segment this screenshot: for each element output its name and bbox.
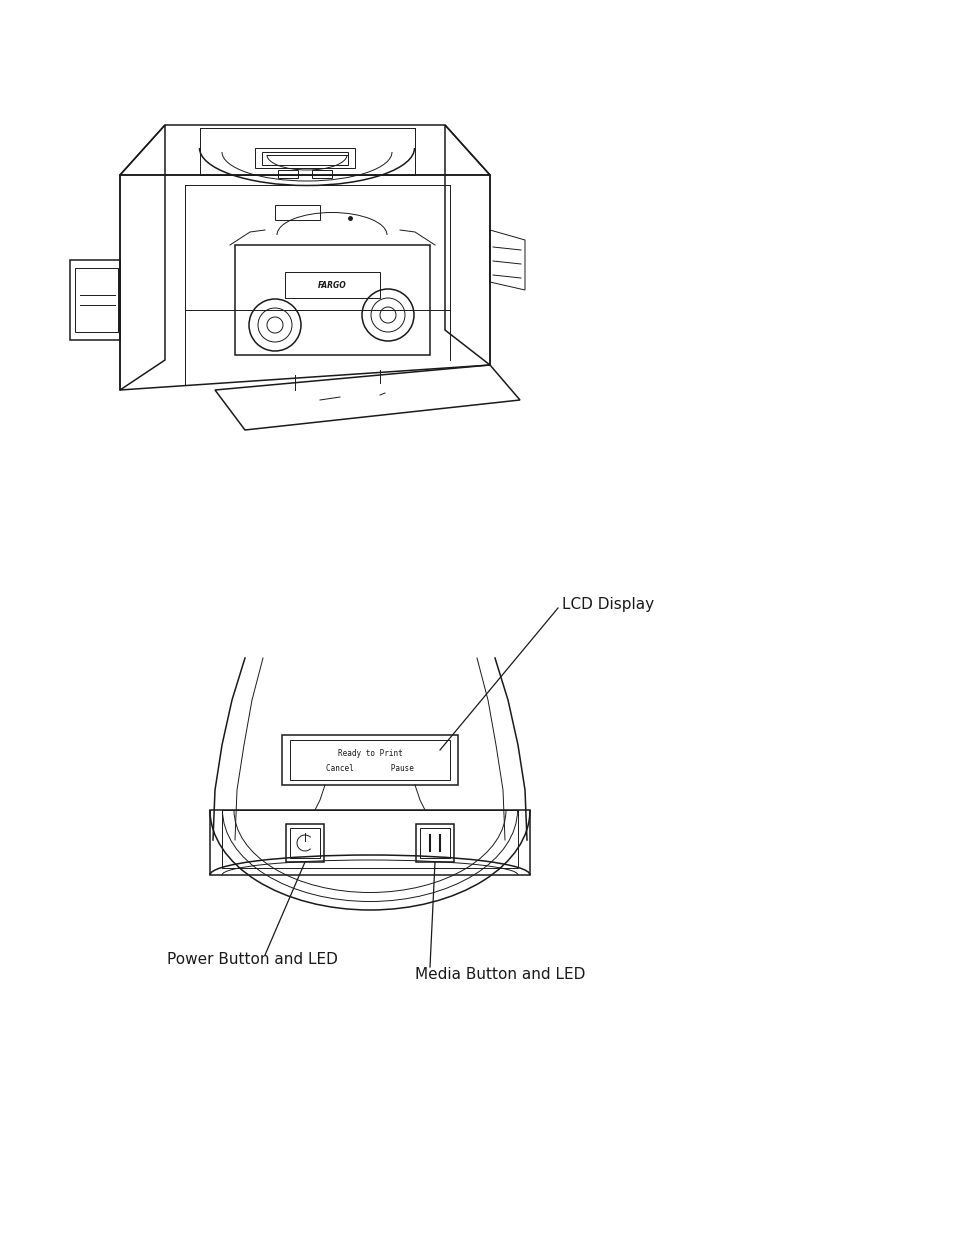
Text: LCD Display: LCD Display — [561, 598, 654, 613]
Text: Ready to Print: Ready to Print — [337, 750, 402, 758]
Text: FARGO: FARGO — [317, 280, 346, 289]
Text: Media Button and LED: Media Button and LED — [415, 967, 585, 983]
Text: Cancel        Pause: Cancel Pause — [326, 764, 414, 773]
Text: Power Button and LED: Power Button and LED — [167, 952, 337, 967]
